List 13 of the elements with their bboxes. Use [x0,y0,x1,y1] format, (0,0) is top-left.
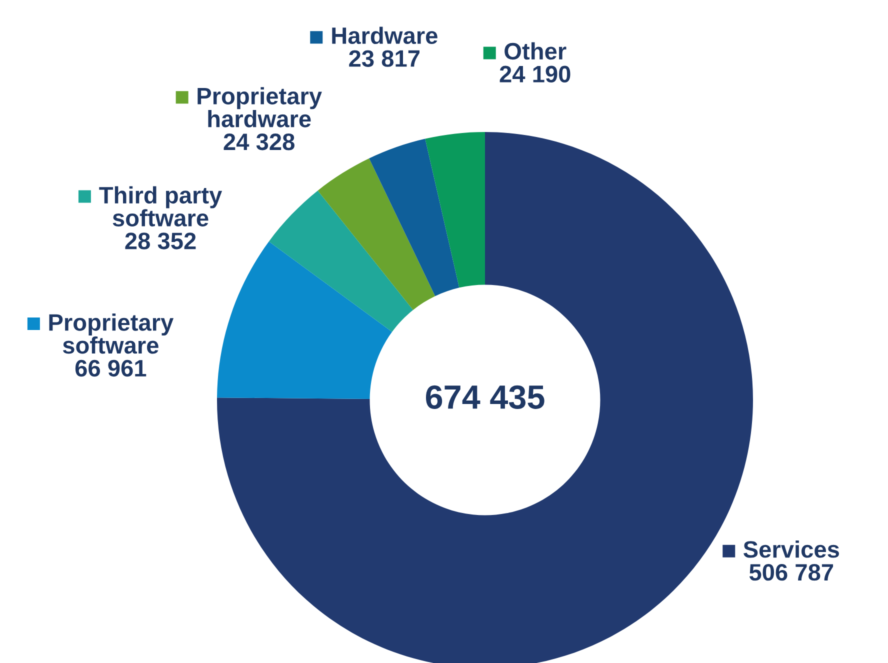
data-label: 506 787 [749,564,834,581]
legend-label: Other [504,42,566,60]
legend-label: Proprietary software [49,314,174,354]
data-label: 23 817 [349,50,420,67]
legend-label: Third party software [99,186,222,226]
legend-label: Services [743,540,839,558]
data-label: 66 961 [75,360,146,377]
data-label: 28 352 [125,232,196,250]
legend-label: Proprietary hardware [198,87,322,128]
text: 674 435 [426,385,544,409]
legend-label: Hardware [332,26,438,44]
data-label: 24 328 [224,133,294,150]
data-label: 24 190 [500,66,570,82]
